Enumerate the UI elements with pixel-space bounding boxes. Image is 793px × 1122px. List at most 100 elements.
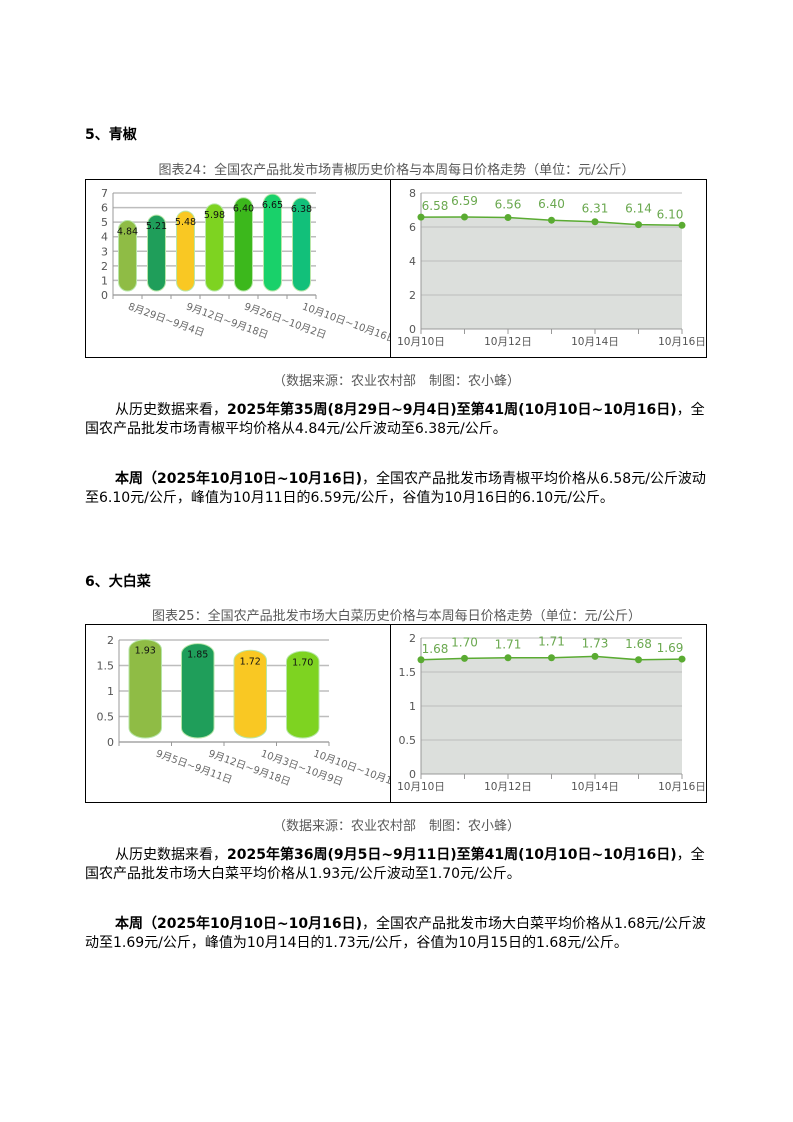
section-heading-green-pepper: 5、青椒 [85, 127, 137, 143]
x-tick-label: 10月12日 [484, 336, 532, 348]
data-label: 1.93 [135, 646, 156, 657]
data-label: 1.73 [582, 636, 609, 650]
y-tick-label: 1 [409, 700, 416, 713]
y-tick-label: 0.5 [97, 711, 115, 724]
section-heading-cabbage: 6、大白菜 [85, 574, 151, 590]
data-point [461, 654, 468, 662]
data-label: 1.69 [657, 641, 684, 655]
area-fill [421, 216, 682, 329]
data-point [591, 218, 599, 226]
data-point [678, 655, 686, 663]
data-point [591, 652, 599, 660]
bar [176, 210, 195, 292]
data-label: 6.59 [451, 194, 478, 208]
y-tick-label: 2 [409, 632, 416, 645]
bar [285, 650, 320, 739]
y-tick-label: 0 [409, 323, 416, 336]
y-tick-label: 3 [101, 245, 108, 258]
paragraph-text: ，全国农产品批发市场青椒平均价格从6.58元/公斤波动至6.10元/公斤，峰值为… [85, 471, 706, 506]
paragraph-text: 从历史数据来看， [115, 402, 227, 418]
y-tick-label: 1 [101, 274, 108, 287]
y-tick-label: 6 [409, 221, 416, 234]
data-point [417, 213, 425, 221]
data-point [417, 656, 425, 664]
data-label: 6.10 [657, 207, 684, 221]
data-label: 6.40 [233, 204, 254, 215]
x-tick-label: 10月16日 [658, 781, 706, 793]
x-tick-label: 10月14日 [571, 781, 619, 793]
data-label: 6.40 [538, 197, 565, 211]
bar [118, 219, 137, 292]
data-label: 4.84 [117, 226, 138, 237]
x-tick-label: 10月12日 [484, 781, 532, 793]
y-tick-label: 6 [101, 202, 108, 215]
data-label: 5.21 [146, 221, 167, 232]
paragraph-history: 从历史数据来看，2025年第35周(8月29日~9月4日)至第41周(10月10… [85, 401, 710, 439]
x-tick-label: 10月16日 [658, 336, 706, 348]
paragraph-text: 从历史数据来看， [115, 847, 227, 863]
chart-caption: 图表24：全国农产品批发市场青椒历史价格与本周每日价格走势（单位：元/公斤） [158, 163, 635, 178]
area-fill [421, 656, 682, 774]
y-tick-label: 0.5 [399, 734, 417, 747]
y-tick-label: 8 [409, 187, 416, 200]
bar [128, 639, 163, 739]
data-label: 1.71 [538, 635, 565, 649]
y-tick-label: 1 [107, 685, 114, 698]
paragraph-week: 本周（2025年10月10日~10月16日)，全国农产品批发市场大白菜平均价格从… [85, 915, 710, 953]
data-label: 5.98 [204, 210, 225, 221]
weekly-line-chart: 0 2 4 6 8 6.58 6.59 6.56 6.40 6.31 6.14 6.10 10月10日 1… [390, 180, 706, 358]
chart-box-green-pepper: 0 1 2 3 4 5 6 7 4.84 5.21 5.48 5.98 6.40 6.65 6.38 8月29… [85, 179, 707, 358]
data-label: 6.38 [291, 204, 312, 215]
data-label: 6.56 [495, 197, 522, 211]
data-label: 6.58 [422, 199, 449, 213]
y-tick-label: 2 [409, 289, 416, 302]
data-point [548, 216, 555, 224]
data-point [635, 221, 642, 229]
bar [180, 643, 215, 739]
y-tick-label: 2 [107, 634, 114, 647]
data-label: 5.48 [175, 217, 196, 228]
data-label: 6.31 [582, 202, 609, 216]
chart-caption: 图表25：全国农产品批发市场大白菜历史价格与本周每日价格走势（单位：元/公斤） [152, 609, 641, 624]
paragraph-text: 本周（2025年10月10日~10月16日) [115, 471, 363, 487]
paragraph-history: 从历史数据来看，2025年第36周(9月5日~9月11日)至第41周(10月10… [85, 846, 710, 884]
x-tick-label: 10月10日~10月16日 [300, 301, 391, 346]
paragraph-text: 2025年第36周(9月5日~9月11日)至第41周(10月10日~10月16日… [227, 847, 677, 863]
data-label: 1.68 [422, 642, 449, 656]
data-label: 6.65 [262, 200, 283, 211]
y-tick-label: 2 [101, 260, 108, 273]
y-tick-label: 1.5 [399, 666, 417, 679]
bar [147, 214, 166, 292]
bar [234, 197, 253, 292]
bar [292, 197, 311, 292]
data-point [635, 656, 642, 664]
data-point [678, 221, 686, 229]
y-tick-label: 4 [101, 231, 108, 244]
data-label: 6.14 [625, 202, 652, 216]
paragraph-text: 2025年第35周(8月29日~9月4日)至第41周(10月10日~10月16日… [227, 402, 677, 418]
data-label: 1.71 [495, 638, 522, 652]
x-tick-label: 10月10日 [397, 336, 445, 348]
data-label: 1.70 [451, 635, 478, 649]
data-point [504, 654, 512, 662]
x-tick-label: 10月10日 [397, 781, 445, 793]
y-tick-label: 0 [409, 768, 416, 781]
paragraph-text: ，全国农产品批发市场大白菜平均价格从1.93元/公斤波动至1.70元/公斤。 [85, 847, 705, 882]
chart-source: （数据来源：农业农村部 制图：农小蜂） [272, 374, 520, 389]
x-tick-label: 10月14日 [571, 336, 619, 348]
bar [205, 203, 224, 292]
weekly-line-chart: 00.511.521.68 1.70 1.71 1.71 1.73 1.68 1.6910月… [390, 625, 706, 803]
data-point [504, 213, 512, 221]
y-tick-label: 4 [409, 255, 416, 268]
data-label: 1.70 [292, 657, 313, 668]
bar [233, 649, 268, 739]
chart-box-cabbage: 0 0.5 1 1.5 2 1.93 1.85 1.72 1.70 9月5日~9月11日 9月12日… [85, 624, 707, 803]
y-tick-label: 7 [101, 187, 108, 200]
y-tick-label: 5 [101, 216, 108, 229]
y-tick-label: 1.5 [97, 660, 115, 673]
bar [263, 193, 282, 292]
paragraph-text: ，全国农产品批发市场大白菜平均价格从1.68元/公斤波动至1.69元/公斤，峰值… [85, 916, 706, 951]
paragraph-text: 本周（2025年10月10日~10月16日) [115, 916, 363, 932]
